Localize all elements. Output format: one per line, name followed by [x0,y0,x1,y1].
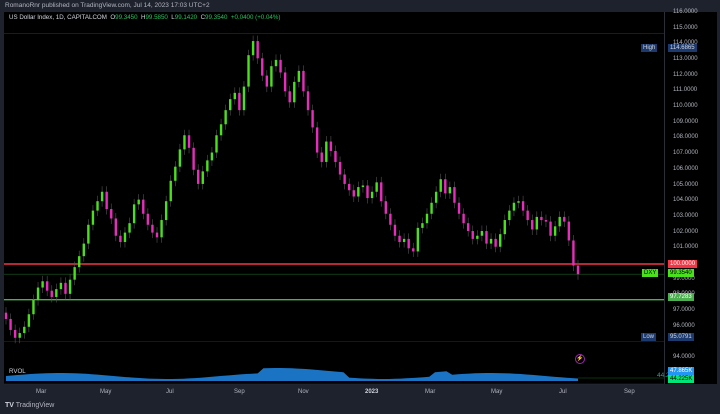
high-price-tag: 114.6865 [668,44,697,52]
symbol-legend: US Dollar Index, 1D, CAPITALCOM O99.3450… [9,14,281,21]
chart-pane[interactable] [4,12,664,384]
price-tick: 94.0000 [673,354,695,361]
publish-attribution: RomanoRnr published on TradingView.com, … [0,0,720,12]
low-label: Low [641,333,657,341]
lightning-event-icon[interactable]: ⚡ [575,354,585,364]
rvol-tag-green: 44.225K [668,375,695,383]
green-level-tag: 97.7283 [668,293,694,301]
low-price-tag: 95.0791 [668,333,694,341]
rvol-tag-blue: 47.865K [668,367,695,375]
high-label: High [641,44,658,52]
open-value: 99.3450 [115,14,138,21]
price-tick: 107.0000 [673,150,699,157]
price-tick: 99.0000 [673,275,695,282]
time-axis-label: Jul [559,389,567,395]
last-price-tag: 99.3540 [668,269,694,277]
time-axis-label: 2023 [365,389,379,395]
time-axis-label: May [100,389,112,395]
tradingview-logo[interactable]: TV TradingView [5,402,55,409]
price-tick: 104.0000 [673,197,699,204]
price-tick: 109.0000 [673,118,699,125]
symbol-tag: DXY [642,269,659,277]
price-tick: 115.0000 [673,24,698,31]
footer-bar [0,400,720,414]
price-tick: 113.0000 [673,55,698,62]
time-axis-label: Sep [234,389,245,395]
price-tick: 108.0000 [673,134,699,141]
time-axis-label: Jul [166,389,174,395]
symbol-title: US Dollar Index, 1D, CAPITALCOM [9,14,107,21]
price-tick: 102.0000 [673,228,699,235]
tv-logo-icon: TV [5,402,14,409]
price-tick: 97.0000 [673,307,695,314]
price-tick: 111.0000 [673,87,698,94]
price-tick: 112.0000 [673,71,698,78]
price-tick: 106.0000 [673,165,699,172]
price-tick: 114.0000 [673,40,698,46]
price-tick: 103.0000 [673,212,699,219]
time-axis-label: May [491,389,503,395]
time-axis-label: Mar [425,389,436,395]
price-tick: 96.0000 [673,322,695,329]
time-axis-label: Sep [624,389,635,395]
time-axis-label: Nov [298,389,309,395]
price-tick: 105.0000 [673,181,699,188]
high-value: 99.5850 [145,14,168,21]
price-tick: 110.0000 [673,103,698,109]
price-tick: 101.0000 [673,244,699,251]
red-level-tag: 100.0000 [668,260,698,268]
rvol-value: 44.23k [657,372,677,379]
time-axis-label: Mar [36,389,47,395]
price-tick: 116.0000 [673,8,698,15]
price-scale[interactable] [664,12,717,384]
change-value: +0.0400 (+0.04%) [230,14,281,21]
low-value: 99.1420 [174,14,198,21]
close-value: 99.3540 [205,14,228,21]
rvol-label: RVOL [9,368,26,375]
